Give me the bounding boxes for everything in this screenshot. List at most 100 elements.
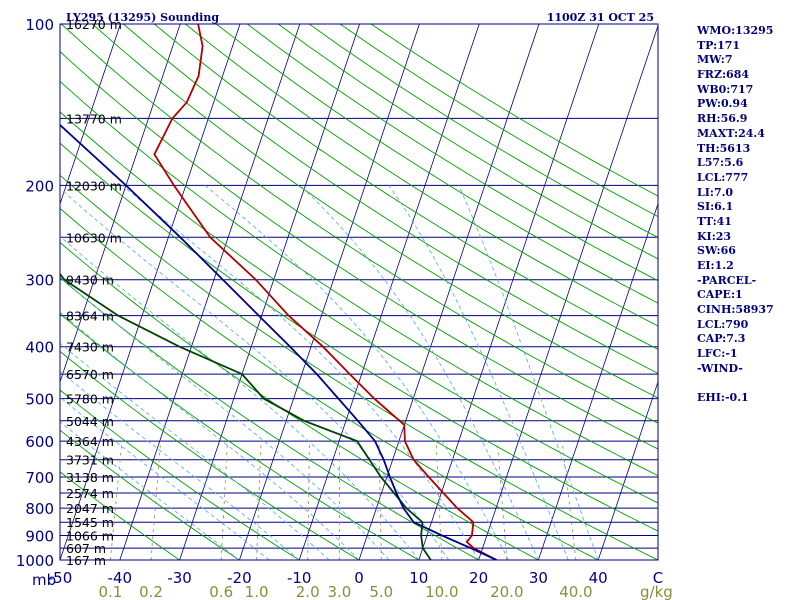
index-line: WB0:717: [697, 82, 754, 96]
index-line: CINH:58937: [697, 303, 774, 317]
mixing-ratio-label: 10.0: [425, 583, 458, 600]
pressure-unit-label: mb: [32, 571, 56, 589]
temperature-tick-label: 40: [589, 569, 608, 587]
height-level-label: 3731 m: [66, 453, 114, 468]
isotherm-line: [597, 380, 658, 560]
isotherm-line: [60, 24, 181, 384]
moist-adiabat-line: [388, 185, 569, 560]
dry-adiabat-line: [277, 24, 658, 260]
pressure-tick-label: 300: [25, 272, 54, 290]
isotherm-line: [0, 24, 1, 560]
temperature-tick-label: 20: [469, 569, 488, 587]
index-line: PW:0.94: [697, 97, 748, 111]
index-line: TP:171: [697, 38, 741, 52]
moist-adiabat-line: [299, 185, 539, 560]
isotherm-line: [358, 24, 540, 560]
mixing-ratio-label: 40.0: [559, 583, 592, 600]
dry-adiabat-line: [185, 24, 658, 327]
temperature-tick-label: C: [653, 569, 663, 587]
parcel-profile: [60, 123, 497, 560]
index-line: TT:41: [697, 214, 732, 228]
mixing-ratio-label: 2.0: [296, 583, 320, 600]
height-level-label: 10630 m: [66, 230, 122, 245]
height-level-label: 6570 m: [66, 367, 114, 382]
dry-adiabat-line: [60, 51, 658, 450]
pressure-tick-label: 500: [25, 391, 54, 409]
height-level-label: 2047 m: [66, 501, 114, 516]
index-line: LCL:777: [697, 170, 749, 184]
mixing-ratio-label: 1.0: [245, 583, 269, 600]
dry-adiabat-line: [60, 111, 658, 504]
height-level-label: 16270 m: [66, 17, 122, 32]
series-layer: [60, 24, 497, 560]
moist-adiabat-line: [122, 185, 479, 560]
isotherm-line: [298, 24, 480, 560]
index-line: CAP:7.3: [697, 332, 746, 346]
dry-adiabat-line: [60, 142, 658, 532]
moist-adiabat-line: [204, 185, 509, 560]
index-line: EHI:-0.1: [697, 391, 749, 405]
temperature-tick-label: -50: [48, 569, 73, 587]
mixing-ratio-label: 0.2: [139, 583, 163, 600]
mixing-ratio-line: [435, 441, 443, 560]
index-line: -PARCEL-: [697, 273, 757, 287]
mixing-ratio-line: [150, 441, 162, 560]
moist-adiabat-line: [60, 370, 300, 560]
moist-adiabat-line: [60, 235, 420, 560]
moist-adiabat-line: [60, 276, 390, 560]
index-line: MW:7: [697, 53, 733, 67]
index-line: LFC:-1: [697, 347, 738, 361]
mixing-ratio-line: [307, 441, 310, 560]
height-level-label: 167 m: [66, 553, 106, 568]
index-line: SI:6.1: [697, 200, 734, 214]
isotherm-line: [538, 202, 658, 560]
isotherm-line: [239, 24, 420, 560]
dry-adiabat-line: [60, 389, 300, 560]
dry-adiabat-line: [60, 276, 479, 560]
temperature-tick-label: 0: [354, 569, 364, 587]
index-line: EI:1.2: [697, 259, 734, 272]
index-line: TH:5613: [697, 141, 751, 155]
index-line: FRZ:684: [697, 68, 750, 82]
height-level-label: 9430 m: [66, 273, 114, 288]
pressure-tick-label: 100: [25, 16, 54, 34]
isotherm-line: [418, 24, 600, 560]
mixing-ratio-line: [496, 441, 508, 560]
mixing-ratio-line: [220, 441, 228, 560]
mixing-ratio-label: 5.0: [369, 583, 393, 600]
dry-adiabat-line: [60, 313, 420, 560]
height-level-label: 5044 m: [66, 414, 114, 429]
dry-adiabat-line: [60, 80, 658, 477]
mixing-ratio-label: 3.0: [327, 583, 351, 600]
pressure-tick-label: 800: [25, 500, 54, 518]
index-line: KI:23: [697, 229, 732, 243]
dry-adiabat-line: [60, 241, 539, 560]
temperature-tick-label: 30: [529, 569, 548, 587]
dry-adiabat-line: [154, 24, 658, 350]
temperature-tick-label: -10: [287, 569, 312, 587]
mixing-ratio-line: [109, 441, 123, 560]
grid-layer: [0, 24, 658, 560]
temperature-tick-label: 10: [409, 569, 428, 587]
isotherm-line: [478, 24, 658, 560]
pressure-tick-label: 900: [25, 528, 54, 546]
index-line: L57:5.6: [697, 156, 744, 170]
plot-frame: [59, 23, 659, 561]
height-level-label: 13770 m: [66, 111, 122, 126]
isotherm-line: [60, 24, 241, 560]
moist-adiabat-line: [60, 342, 330, 560]
height-level-label: 1066 m: [66, 529, 114, 544]
dry-adiabat-line: [60, 350, 360, 560]
chart-title: LY295 (13295) Sounding: [66, 11, 219, 24]
isotherm-line: [60, 24, 121, 206]
index-line: WMO:13295: [697, 24, 774, 37]
moist-adiabat-line: [60, 187, 450, 560]
isotherm-line: [119, 24, 301, 560]
dewpoint-profile: [60, 272, 432, 560]
height-level-label: 2574 m: [66, 486, 114, 501]
temperature-tick-label: -20: [227, 569, 252, 587]
dry-adiabat-line: [246, 24, 658, 282]
mixing-unit-label: g/kg: [640, 583, 673, 600]
